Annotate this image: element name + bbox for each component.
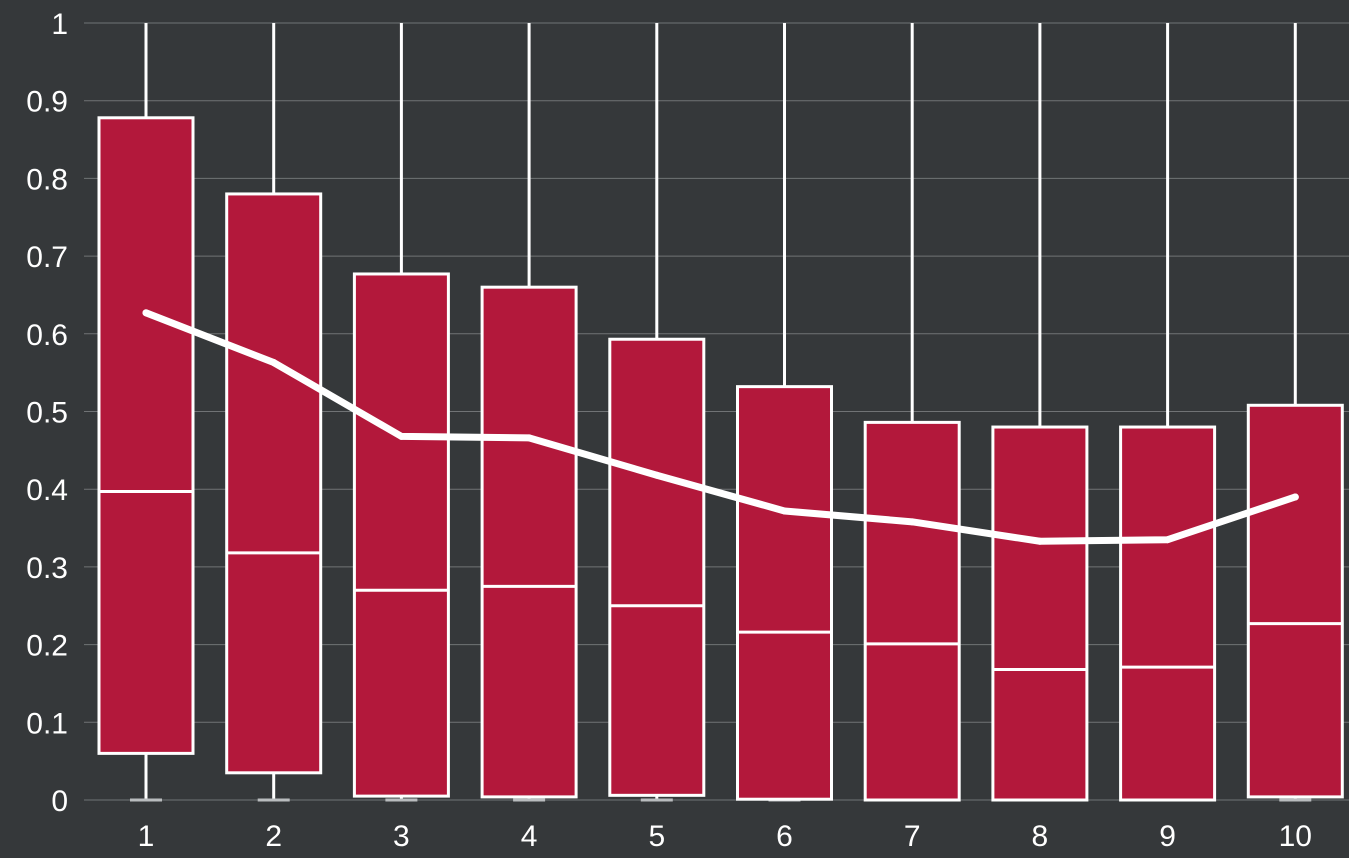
x-tick-label-1: 1 (138, 820, 155, 853)
mean-point-8 (1036, 537, 1044, 545)
box-9 (1119, 23, 1217, 802)
box-6 (736, 23, 833, 802)
x-tick-label-8: 8 (1032, 820, 1049, 853)
x-tick-label-4: 4 (521, 820, 538, 853)
x-tick-label-5: 5 (648, 820, 665, 853)
y-tick-label-7: 0.7 (26, 241, 68, 274)
y-tick-label-3: 0.3 (26, 552, 68, 585)
y-tick-label-6: 0.6 (26, 319, 68, 352)
mean-point-6 (781, 507, 788, 515)
box-body-4 (480, 285, 578, 799)
y-tick-label-9: 0.9 (26, 86, 68, 119)
mean-line (142, 309, 1299, 545)
x-tick-label-7: 7 (904, 820, 921, 853)
box-5 (608, 23, 706, 802)
box-3 (352, 23, 450, 802)
mean-point-10 (1291, 493, 1299, 501)
mean-point-4 (525, 434, 533, 442)
box-1 (97, 23, 195, 802)
mean-point-7 (908, 518, 916, 526)
box-7 (863, 23, 961, 802)
y-tick-label-5: 0.5 (26, 397, 68, 430)
box-body-8 (991, 425, 1089, 802)
mean-point-1 (142, 309, 150, 317)
mean-line-layer (142, 309, 1299, 545)
y-axis-ticks: 0 0.1 0.2 0.3 0.4 0.5 0.6 0.7 0.8 0.9 1 (26, 8, 68, 818)
box-10 (1246, 23, 1344, 802)
box-body-10 (1246, 403, 1344, 799)
box-series (97, 23, 1344, 802)
x-tick-label-9: 9 (1159, 820, 1176, 853)
y-tick-label-10: 1 (51, 8, 68, 41)
box-body-9 (1119, 425, 1217, 802)
mean-point-2 (270, 359, 278, 367)
y-tick-label-0: 0 (51, 785, 68, 818)
x-tick-label-3: 3 (393, 820, 410, 853)
box-body-3 (352, 272, 450, 798)
box-body-1 (97, 116, 195, 755)
x-tick-label-6: 6 (776, 820, 793, 853)
y-tick-label-8: 0.8 (26, 163, 68, 196)
x-tick-label-10: 10 (1279, 820, 1312, 853)
x-axis-ticks: 1 2 3 4 5 6 7 8 9 10 (138, 820, 1312, 853)
y-tick-label-1: 0.1 (26, 707, 68, 740)
y-tick-label-2: 0.2 (26, 630, 68, 663)
mean-point-3 (397, 432, 405, 440)
box-body-7 (863, 420, 961, 802)
mean-point-5 (653, 471, 661, 479)
box-8 (991, 23, 1089, 802)
box-2 (225, 23, 323, 802)
x-tick-label-2: 2 (265, 820, 282, 853)
mean-point-9 (1164, 536, 1172, 544)
box-4 (480, 23, 578, 802)
box-body-5 (608, 337, 706, 797)
box-body-2 (225, 192, 323, 775)
y-tick-label-4: 0.4 (26, 474, 68, 507)
box-body-6 (736, 385, 833, 801)
